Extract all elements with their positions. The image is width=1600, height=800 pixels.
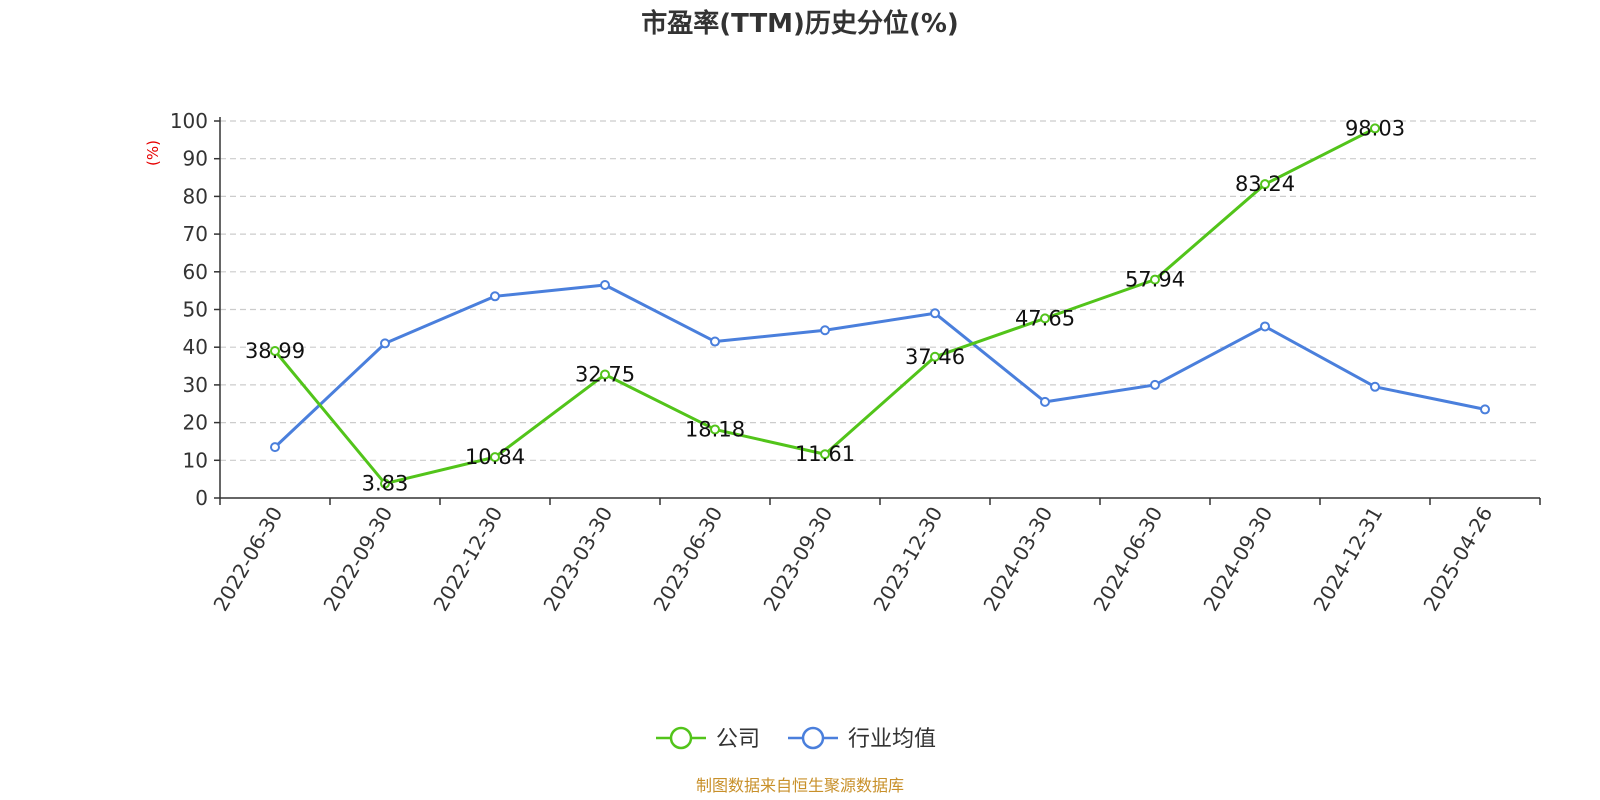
data-point (600, 369, 610, 380)
data-point (820, 325, 830, 336)
data-label: 98.03 (1345, 116, 1405, 140)
y-tick-label: 50 (183, 298, 208, 322)
x-tick-label: 2024-12-31 (1308, 503, 1387, 616)
y-tick-label: 90 (183, 147, 208, 171)
data-point (710, 424, 720, 435)
data-point (930, 308, 940, 319)
data-point (270, 442, 280, 453)
y-axis: 0 10 20 30 40 50 60 70 80 90 100 (170, 109, 221, 510)
y-tick-label: 40 (183, 335, 208, 359)
x-tick-label: 2023-12-30 (868, 503, 947, 616)
data-point (710, 336, 720, 347)
data-point (1040, 313, 1050, 324)
data-point (490, 291, 500, 302)
y-tick-label: 70 (183, 222, 208, 246)
legend-item[interactable]: 行业均值 (788, 726, 936, 752)
data-label: 37.46 (905, 345, 965, 369)
data-label: 83.24 (1235, 172, 1295, 196)
series-layer (270, 123, 1490, 489)
data-point (1260, 179, 1270, 190)
x-tick-label: 2024-09-30 (1198, 503, 1277, 616)
source-note: 制图数据来自恒生聚源数据库 (696, 776, 904, 795)
x-tick-label: 2025-04-26 (1418, 503, 1497, 616)
legend-circle-icon (801, 726, 825, 750)
data-point (1370, 123, 1380, 134)
data-point (1480, 404, 1490, 415)
x-tick-label: 2024-06-30 (1088, 503, 1167, 616)
legend-circle-icon (669, 726, 693, 750)
data-point (600, 279, 610, 290)
x-tick-label: 2023-09-30 (758, 503, 837, 616)
data-label: 11.61 (795, 442, 855, 466)
y-tick-label: 100 (170, 109, 208, 133)
series-line (273, 283, 1486, 449)
data-point (1150, 379, 1160, 390)
y-tick-label: 10 (183, 448, 208, 472)
x-tick-label: 2023-06-30 (648, 503, 727, 616)
grid-lines (220, 120, 1540, 461)
legend-item[interactable]: 公司 (656, 726, 760, 752)
legend-label: 公司 (716, 727, 760, 752)
data-label: 10.84 (465, 445, 525, 469)
data-label: 3.83 (362, 472, 409, 496)
y-tick-label: 80 (183, 184, 208, 208)
data-point (490, 452, 500, 463)
data-point (820, 449, 830, 460)
x-tick-label: 2022-09-30 (318, 503, 397, 616)
data-label: 32.75 (575, 363, 635, 387)
data-labels: 38.99 3.83 10.84 32.75 18.18 11.61 37.46 47.65 5… (245, 116, 1405, 495)
x-tick-label: 2022-06-30 (208, 503, 287, 616)
x-tick-label: 2023-03-30 (538, 503, 617, 616)
legend-label: 行业均值 (848, 727, 936, 752)
y-tick-label: 30 (183, 373, 208, 397)
y-tick-label: 0 (195, 486, 208, 510)
data-point (270, 346, 280, 357)
y-tick-label: 60 (183, 260, 208, 284)
data-point (1150, 274, 1160, 285)
data-point (380, 338, 390, 349)
data-point (1040, 396, 1050, 407)
x-axis: 2022-06-30 2022-09-30 2022-12-30 2023-03-30… (208, 497, 1541, 616)
data-label: 18.18 (685, 417, 745, 441)
series-line (273, 127, 1376, 486)
chart-title: 市盈率(TTM)历史分位(%) (641, 8, 959, 39)
y-tick-label: 20 (183, 411, 208, 435)
data-label: 38.99 (245, 339, 305, 363)
data-point (1260, 321, 1270, 332)
x-tick-label: 2022-12-30 (428, 503, 507, 616)
data-label: 47.65 (1015, 306, 1075, 330)
data-label: 57.94 (1125, 268, 1185, 292)
y-axis-unit: (%) (144, 140, 162, 166)
legend[interactable]: 公司 行业均值 (656, 726, 936, 752)
data-point (1370, 381, 1380, 392)
x-tick-label: 2024-03-30 (978, 503, 1057, 616)
data-point (380, 478, 390, 489)
data-point (930, 351, 940, 362)
